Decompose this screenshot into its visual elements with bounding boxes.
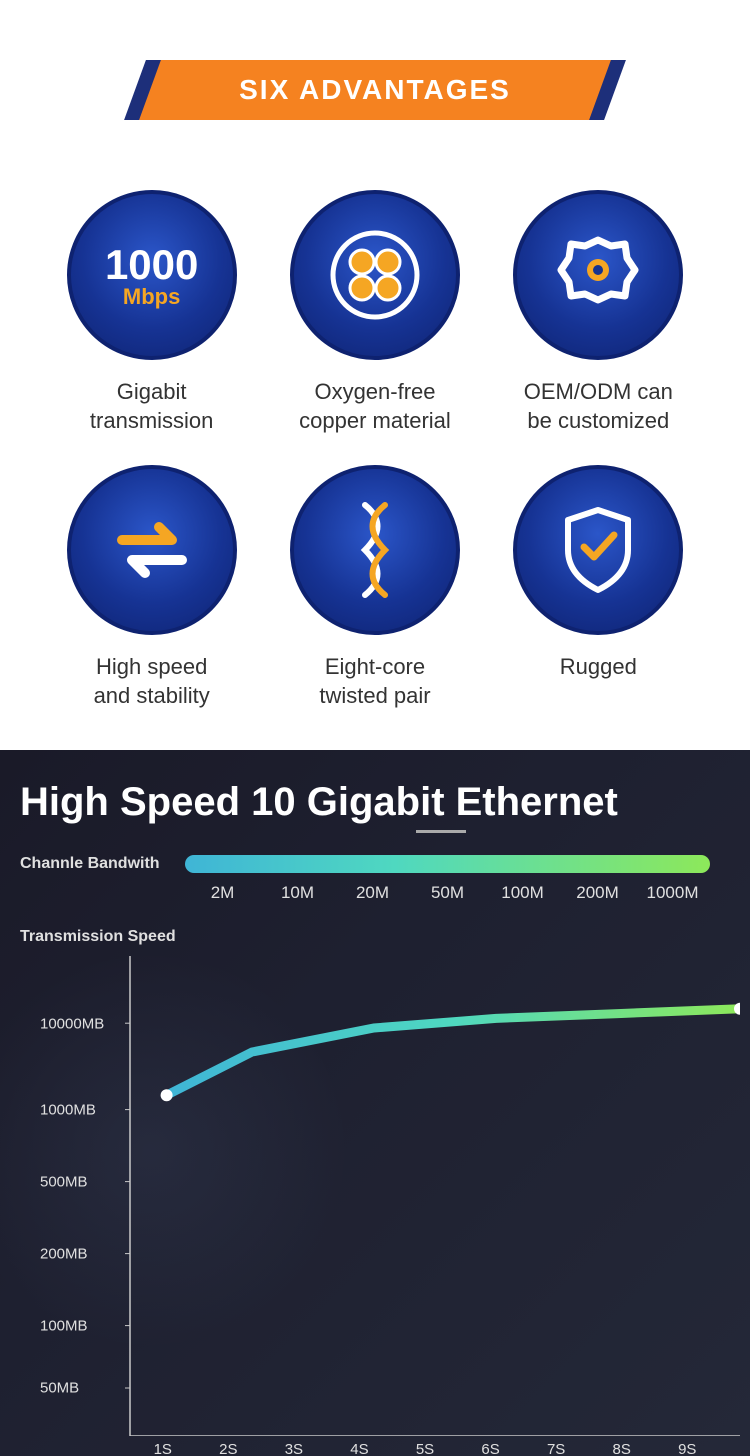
- bandwidth-marker: [416, 830, 466, 833]
- y-tick-label: 500MB: [40, 1173, 88, 1190]
- y-tick-label: 100MB: [40, 1317, 88, 1334]
- bandwidth-tick: 10M: [260, 883, 335, 903]
- bandwidth-tick: 2M: [185, 883, 260, 903]
- speed-unit: Mbps: [123, 284, 180, 310]
- advantage-item-twisted: Eight-core twisted pair: [263, 465, 486, 710]
- gear-icon: [513, 190, 683, 360]
- twisted-pair-icon: [345, 500, 405, 600]
- bandwidth-ticks: 2M10M20M50M100M200M1000M: [185, 883, 710, 903]
- y-tick-label: 200MB: [40, 1245, 88, 1262]
- advantage-label: OEM/ODM can be customized: [524, 378, 673, 435]
- speed-value: 1000: [105, 241, 198, 289]
- chart-box: 10000MB1000MB500MB200MB100MB50MB 1S2S3S4…: [40, 956, 720, 1436]
- advantage-label: Gigabit transmission: [90, 378, 213, 435]
- y-tick-label: 50MB: [40, 1380, 79, 1397]
- bandwidth-tick: 1000M: [635, 883, 710, 903]
- bandwidth-row: Channle Bandwith: [20, 855, 730, 873]
- advantage-item-rugged: Rugged: [487, 465, 710, 710]
- advantage-item-copper: Oxygen-free copper material: [263, 190, 486, 435]
- shield-check-icon: [558, 505, 638, 595]
- advantage-item-stability: High speed and stability: [40, 465, 263, 710]
- shield-icon: [513, 465, 683, 635]
- advantage-item-oem: OEM/ODM can be customized: [487, 190, 710, 435]
- advantage-item-gigabit: 1000 Mbps Gigabit transmission: [40, 190, 263, 435]
- bandwidth-tick: 50M: [410, 883, 485, 903]
- advantage-label: Rugged: [560, 653, 637, 682]
- speed-chart-svg: [40, 956, 740, 1436]
- bidir-arrow-icon: [107, 510, 197, 590]
- arrows-icon: [67, 465, 237, 635]
- advantages-grid: 1000 Mbps Gigabit transmission Oxygen-fr…: [0, 160, 750, 750]
- chart-section: High Speed 10 Gigabit Ethernet Channle B…: [0, 750, 750, 1456]
- banner-title: SIX ADVANTAGES: [135, 60, 615, 120]
- bandwidth-tick: 200M: [560, 883, 635, 903]
- four-dot-icon: [330, 230, 420, 320]
- chart-title: High Speed 10 Gigabit Ethernet: [20, 780, 730, 825]
- circle-icon-speed: 1000 Mbps: [67, 190, 237, 360]
- gear-icon-svg: [553, 230, 643, 320]
- transmission-speed-label: Transmission Speed: [20, 928, 730, 946]
- copper-icon: [290, 190, 460, 360]
- bandwidth-tick: 20M: [335, 883, 410, 903]
- bandwidth-bar: [185, 855, 710, 873]
- y-tick-label: 10000MB: [40, 1015, 104, 1032]
- advantage-label: Eight-core twisted pair: [319, 653, 430, 710]
- y-tick-label: 1000MB: [40, 1101, 96, 1118]
- advantage-label: High speed and stability: [94, 653, 210, 710]
- twist-icon: [290, 465, 460, 635]
- bandwidth-tick: 100M: [485, 883, 560, 903]
- bandwidth-label: Channle Bandwith: [20, 855, 185, 873]
- header-banner: SIX ADVANTAGES: [135, 60, 615, 120]
- advantage-label: Oxygen-free copper material: [299, 378, 451, 435]
